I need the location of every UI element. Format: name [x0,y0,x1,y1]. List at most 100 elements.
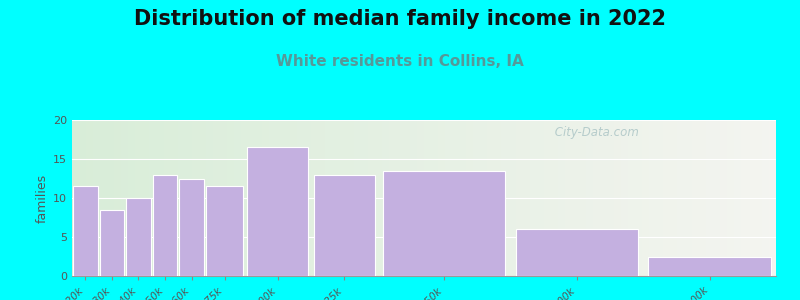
Bar [678,120,685,276]
Bar [234,120,241,276]
Bar [515,120,522,276]
Bar [417,120,424,276]
Bar [368,120,374,276]
Bar [713,120,720,276]
Bar [474,120,480,276]
Bar [487,120,494,276]
Bar [741,120,748,276]
Bar [403,120,410,276]
Bar [706,120,713,276]
Bar [579,120,586,276]
Bar [656,120,663,276]
Bar [649,256,770,276]
Bar [361,120,368,276]
Bar [642,120,650,276]
Bar [530,120,537,276]
Bar [276,120,283,276]
Bar [311,120,318,276]
Bar [720,120,726,276]
Bar [565,120,572,276]
Bar [509,120,515,276]
Bar [157,120,163,276]
Bar [621,120,628,276]
Text: City-Data.com: City-Data.com [550,126,638,139]
Bar [79,120,86,276]
Bar [572,120,579,276]
Bar [206,120,213,276]
Bar [206,186,243,276]
Bar [150,120,157,276]
Bar [445,120,452,276]
Bar [198,120,206,276]
Bar [247,147,309,276]
Bar [73,186,98,276]
Bar [544,120,550,276]
Bar [326,120,333,276]
Bar [318,120,326,276]
Bar [269,120,276,276]
Bar [650,120,656,276]
Text: White residents in Collins, IA: White residents in Collins, IA [276,54,524,69]
Bar [298,120,304,276]
Bar [452,120,459,276]
Bar [614,120,621,276]
Bar [135,120,142,276]
Bar [283,120,290,276]
Bar [537,120,544,276]
Bar [248,120,255,276]
Bar [107,120,114,276]
Bar [698,120,706,276]
Bar [86,120,93,276]
Bar [304,120,311,276]
Bar [255,120,262,276]
Bar [241,120,248,276]
Bar [769,120,776,276]
Bar [142,120,150,276]
Bar [389,120,396,276]
Bar [396,120,403,276]
Bar [586,120,593,276]
Bar [374,120,382,276]
Bar [185,120,192,276]
Bar [424,120,431,276]
Text: Distribution of median family income in 2022: Distribution of median family income in … [134,9,666,29]
Bar [346,120,354,276]
Bar [628,120,635,276]
Bar [178,120,185,276]
Bar [734,120,741,276]
Bar [691,120,698,276]
Bar [431,120,438,276]
Bar [550,120,558,276]
Bar [114,120,122,276]
Bar [192,120,198,276]
Bar [726,120,734,276]
Bar [339,120,346,276]
Bar [179,178,204,276]
Bar [466,120,474,276]
Bar [128,120,135,276]
Bar [522,120,530,276]
Bar [262,120,269,276]
Bar [480,120,487,276]
Bar [220,120,227,276]
Bar [516,229,638,276]
Bar [685,120,691,276]
Bar [600,120,607,276]
Bar [100,120,107,276]
Bar [333,120,339,276]
Bar [607,120,614,276]
Bar [163,120,170,276]
Bar [100,210,124,276]
Bar [122,120,128,276]
Bar [153,175,178,276]
Bar [748,120,755,276]
Bar [383,171,505,276]
Bar [314,175,375,276]
Bar [72,120,79,276]
Bar [494,120,502,276]
Y-axis label: families: families [36,173,49,223]
Bar [635,120,642,276]
Bar [93,120,100,276]
Bar [459,120,466,276]
Bar [354,120,361,276]
